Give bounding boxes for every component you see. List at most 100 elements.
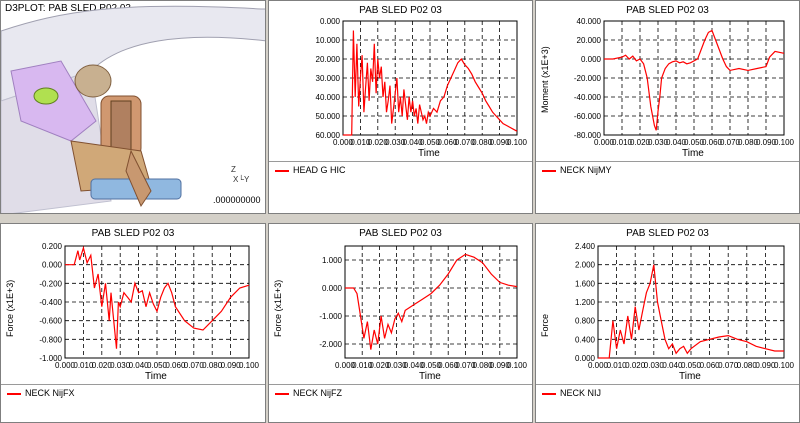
x-tick-label: 0.000 [55,361,76,370]
plot-svg[interactable]: 0.0000.0100.0200.0300.0400.0500.0600.070… [269,224,532,384]
x-tick-label: 0.030 [387,361,408,370]
x-axis-label: Time [679,371,701,382]
y-axis-label: Force [540,313,550,337]
y-tick-label: 40.000 [577,17,602,26]
series-line [604,29,785,131]
x-tick-label: 0.000 [335,361,356,370]
y-tick-label: 1.200 [575,298,596,307]
x-tick-label: 0.070 [455,138,476,147]
y-tick-label: 50.000 [316,112,341,121]
y-tick-label: 20.000 [577,36,602,45]
model-viewport[interactable]: D3PLOT: PAB SLED P02 03 Z X└Y .000000000 [0,0,266,214]
y-tick-label: 2.000 [575,261,596,270]
series-line [345,253,518,350]
legend-divider [536,161,799,162]
y-axis-label: Force (x1E+3) [273,279,283,337]
legend-swatch [275,170,289,172]
plot-title: PAB SLED P02 03 [359,228,442,239]
legend-swatch [542,170,556,172]
x-tick-label: 0.060 [437,138,458,147]
y-tick-label: 30.000 [316,74,341,83]
x-tick-label: 0.080 [737,361,758,370]
y-tick-label: -2.000 [319,340,342,349]
legend-swatch [275,393,289,395]
legend-divider [269,161,532,162]
x-tick-label: 0.050 [421,361,442,370]
legend-label[interactable]: NECK NIJ [560,388,602,398]
y-axis-label: Force (x1E+3) [5,279,15,337]
x-tick-label: 0.090 [221,361,242,370]
x-tick-label: 0.040 [129,361,150,370]
y-tick-label: 0.200 [42,242,63,251]
y-tick-label: -0.200 [39,279,62,288]
x-tick-label: 0.020 [369,361,390,370]
y-tick-label: -1.000 [39,354,62,363]
y-tick-label: -60.000 [574,112,602,121]
legend-divider [1,384,265,385]
legend-label[interactable]: HEAD G HIC [293,165,346,175]
x-tick-label: 0.060 [165,361,186,370]
x-tick-label: 0.100 [239,361,260,370]
plot-svg[interactable]: 0.0000.0100.0200.0300.0400.0500.0600.070… [536,224,799,384]
x-tick-label: 0.030 [644,361,665,370]
series-line [343,30,518,136]
y-tick-label: 60.000 [316,131,341,140]
x-tick-label: 0.030 [385,138,406,147]
x-tick-label: 0.030 [110,361,131,370]
x-tick-label: 0.090 [756,138,777,147]
y-tick-label: 20.000 [316,55,341,64]
x-tick-label: 0.080 [472,138,493,147]
plot-panel-neck-nijmy: PAB SLED P02 03 0.000 0.010 0.020 0.030 0.040… [535,0,800,214]
plot-title: PAB SLED P02 03 [359,5,442,16]
x-tick-label: 0.100 [774,361,795,370]
x-axis-label: Time [682,148,704,159]
x-tick-label: 0.050 [420,138,441,147]
x-tick-label: 0.060 [438,361,459,370]
plot-svg[interactable]: 0.0000.0100.0200.0300.0400.0500.0600.070… [269,1,532,161]
x-tick-label: 0.100 [774,138,795,147]
x-tick-label: 0.020 [625,361,646,370]
legend-label[interactable]: NECK NijMY [560,165,612,175]
x-axis-label: Time [419,371,441,382]
x-tick-label: 0.040 [403,138,424,147]
x-tick-label: 0.080 [738,138,759,147]
legend-swatch [7,393,21,395]
x-tick-label: 0.010 [612,138,633,147]
y-tick-label: 0.000 [42,261,63,270]
x-tick-label: 0.000 [588,361,609,370]
x-axis-label: Time [145,371,167,382]
axis-triad-xy: X└Y [233,175,250,184]
x-tick-label: 0.030 [648,138,669,147]
y-tick-label: -0.600 [39,317,62,326]
x-tick-label: 0.070 [184,361,205,370]
y-tick-label: -0.400 [39,298,62,307]
x-tick-label: 0.040 [662,361,683,370]
plot-title: PAB SLED P02 03 [626,5,709,16]
sled-model-illustration [1,5,265,213]
x-tick-label: 0.100 [507,138,528,147]
x-tick-label: 0.060 [702,138,723,147]
y-tick-label: 1.000 [322,256,343,265]
y-tick-label: 2.400 [575,242,596,251]
x-tick-label: 0.010 [350,138,371,147]
legend-swatch [542,393,556,395]
plot-title: PAB SLED P02 03 [626,228,709,239]
x-tick-label: 0.020 [92,361,113,370]
y-tick-label: 0.000 [322,284,343,293]
y-tick-label: 0.000 [575,354,596,363]
x-tick-label: 0.070 [455,361,476,370]
x-tick-label: 0.010 [607,361,628,370]
y-tick-label: 0.400 [575,335,596,344]
y-tick-label: 40.000 [316,93,341,102]
series-line [65,245,250,349]
x-tick-label: 0.050 [147,361,168,370]
plot-svg[interactable]: 0.0000.0100.0200.0300.0400.0500.0600.070… [1,224,265,384]
x-axis-label: Time [418,148,440,159]
plot-panel-neck-nij: PAB SLED P02 03 0.000 0.010 0.020 0.030 0.040… [535,223,800,423]
x-tick-label: 0.040 [404,361,425,370]
legend-label[interactable]: NECK NijFX [25,388,75,398]
legend-label[interactable]: NECK NijFZ [293,388,342,398]
x-tick-label: 0.000 [594,138,615,147]
plot-svg[interactable]: 0.0000.0100.0200.0300.0400.0500.0600.070… [536,1,799,161]
x-tick-label: 0.010 [352,361,373,370]
